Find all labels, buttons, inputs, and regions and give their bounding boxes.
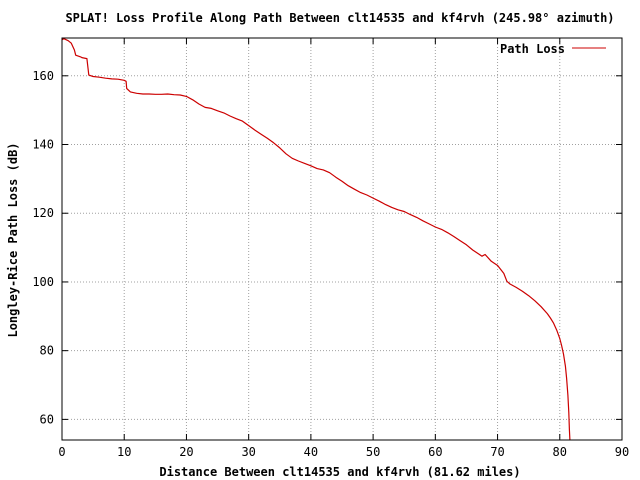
x-tick-label-70: 70 (490, 445, 504, 459)
x-tick-label-60: 60 (428, 445, 442, 459)
plot-frame (61, 37, 623, 441)
x-tick-label-0: 0 (58, 445, 65, 459)
tick-marks (61, 38, 623, 440)
x-axis-label: Distance Between clt14535 and kf4rvh (81… (159, 465, 520, 479)
legend-label-path-loss: Path Loss (500, 42, 565, 56)
chart-title: SPLAT! Loss Profile Along Path Between c… (65, 11, 614, 25)
x-tick-label-30: 30 (241, 445, 255, 459)
x-tick-label-80: 80 (553, 445, 567, 459)
grid-lines (62, 38, 622, 440)
series-line-path-loss (61, 38, 571, 441)
y-axis-label: Longley-Rice Path Loss (dB) (6, 142, 20, 337)
y-tick-labels: 60 80 100 120 140 160 (32, 69, 54, 427)
series-layer (61, 38, 571, 441)
x-tick-labels: 0 10 20 30 40 50 60 70 80 90 (58, 445, 629, 459)
y-tick-label-100: 100 (32, 275, 54, 289)
y-tick-label-120: 120 (32, 206, 54, 220)
y-tick-label-80: 80 (40, 344, 54, 358)
x-tick-label-50: 50 (366, 445, 380, 459)
legend: Path Loss (500, 42, 606, 56)
y-tick-label-160: 160 (32, 69, 54, 83)
x-tick-label-20: 20 (179, 445, 193, 459)
x-tick-label-90: 90 (615, 445, 629, 459)
y-tick-label-60: 60 (40, 412, 54, 426)
x-tick-label-40: 40 (304, 445, 318, 459)
y-tick-label-140: 140 (32, 138, 54, 152)
x-tick-label-10: 10 (117, 445, 131, 459)
